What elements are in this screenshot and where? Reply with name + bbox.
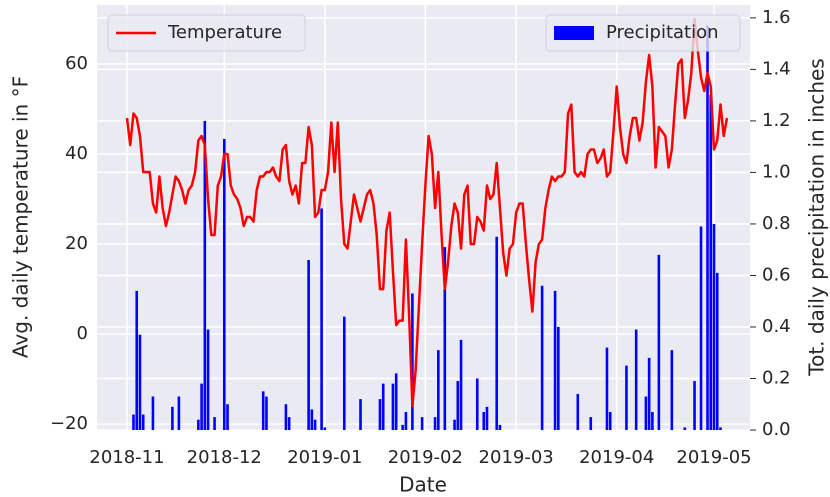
precipitation-bar	[197, 419, 200, 430]
legend-label: Precipitation	[606, 22, 719, 43]
y-tick-label: 60	[65, 53, 88, 74]
precipitation-bar	[287, 417, 291, 430]
precipitation-bar	[261, 391, 265, 430]
y-tick-label: 20	[65, 233, 88, 254]
precipitation-bar	[712, 223, 716, 430]
x-tick-label: 2019-04	[579, 447, 654, 468]
precipitation-bar	[608, 411, 612, 430]
y2-tick-label: 0.4	[762, 316, 791, 337]
precipitation-bar	[651, 411, 654, 430]
precipitation-bar	[647, 357, 651, 430]
precipitation-bar	[683, 427, 687, 430]
precipitation-bar	[222, 138, 226, 430]
x-tick-label: 2019-05	[676, 447, 751, 468]
precipitation-bar	[213, 417, 216, 430]
legend-label: Temperature	[167, 22, 282, 43]
precipitation-bar	[634, 329, 638, 430]
precipitation-bar	[644, 396, 648, 430]
y2-tick-label: 0.2	[762, 367, 791, 388]
precipitation-bar	[456, 381, 460, 430]
y2-tick-label: 1.0	[762, 161, 791, 182]
precipitation-bar	[706, 25, 709, 431]
precipitation-bar	[693, 381, 696, 430]
precipitation-bar	[394, 373, 398, 430]
precipitation-bar	[310, 409, 314, 430]
y-tick-label: 40	[65, 143, 88, 164]
y2-axis-label: Tot. daily precipitation in inches	[805, 58, 829, 376]
legend-box	[545, 14, 741, 52]
precipitation-bar	[200, 383, 203, 430]
precipitation-bar	[359, 399, 362, 430]
legend-box	[107, 14, 306, 52]
precipitation-bar	[670, 350, 674, 430]
precipitation-bar	[391, 383, 395, 430]
precipitation-bar	[320, 208, 323, 430]
precipitation-bar	[699, 226, 703, 430]
precipitation-bar	[141, 414, 145, 430]
marks	[125, 17, 729, 431]
precipitation-bar	[437, 350, 440, 430]
precipitation-bar	[715, 272, 719, 430]
precipitation-bar	[453, 419, 456, 430]
y2-tick-label: 0.8	[762, 213, 791, 234]
y-tick-label: −20	[50, 413, 88, 434]
x-tick-label: 2019-03	[479, 447, 554, 468]
x-tick-label: 2019-01	[287, 447, 362, 468]
x-tick-label: 2019-02	[388, 447, 463, 468]
precipitation-bar	[557, 326, 560, 430]
precipitation-bar	[657, 254, 661, 430]
y2-tick-label: 1.6	[762, 7, 791, 28]
y2-tick-label: 0.6	[762, 264, 791, 285]
precipitation-bar	[625, 365, 628, 430]
y-axis-label: Avg. daily temperature in °F	[9, 76, 33, 358]
x-tick-label: 2018-11	[89, 447, 164, 468]
precipitation-bar	[411, 293, 414, 430]
precipitation-bar	[401, 424, 404, 430]
precipitation-bar	[307, 260, 310, 430]
precipitation-bar	[313, 419, 317, 430]
y2-tick-label: 0.0	[762, 419, 791, 440]
precipitation-bar	[459, 339, 463, 430]
precipitation-bar	[589, 417, 593, 430]
y2-tick-label: 1.2	[762, 110, 791, 131]
precipitation-bar	[404, 411, 408, 430]
precipitation-bar	[151, 396, 155, 430]
temperature-line	[125, 17, 729, 408]
precipitation-bar	[171, 406, 174, 430]
precipitation-bar	[135, 290, 139, 430]
precipitation-bar	[265, 396, 268, 430]
precipitation-bar	[378, 399, 382, 430]
y2-tick-label: 1.4	[762, 58, 791, 79]
precipitation-bar	[485, 406, 489, 430]
precipitation-bar	[284, 404, 288, 430]
precipitation-bar	[719, 427, 722, 430]
precipitation-bar	[342, 316, 346, 430]
precipitation-bar	[540, 285, 544, 430]
precipitation-bar	[381, 383, 385, 430]
precipitation-bar	[443, 247, 447, 430]
precipitation-bar	[203, 120, 207, 430]
precipitation-bar	[226, 404, 229, 430]
precipitation-bar	[433, 417, 437, 430]
y-tick-label: 0	[77, 323, 88, 344]
labels: 2018-11 2018-12 2019-01 2019-02 2019-03 2019-…	[50, 7, 791, 468]
precipitation-bar	[138, 334, 142, 430]
precipitation-bar	[498, 424, 502, 430]
precipitation-bar	[605, 347, 609, 430]
precipitation-bar	[475, 378, 479, 430]
precipitation-bar	[576, 393, 580, 430]
precipitation-bar	[206, 329, 210, 430]
precipitation-bar	[420, 417, 424, 430]
precipitation-bar	[177, 396, 181, 430]
precipitation-bar	[323, 427, 327, 430]
precipitation-bar	[709, 95, 713, 430]
x-tick-label: 2018-12	[187, 447, 262, 468]
precipitation-bar	[132, 414, 135, 430]
x-axis-label: Date	[399, 473, 447, 497]
legend-swatch	[554, 26, 594, 40]
precipitation-bar	[553, 290, 557, 430]
precipitation-bar	[482, 411, 486, 430]
precipitation-bar	[495, 236, 499, 430]
